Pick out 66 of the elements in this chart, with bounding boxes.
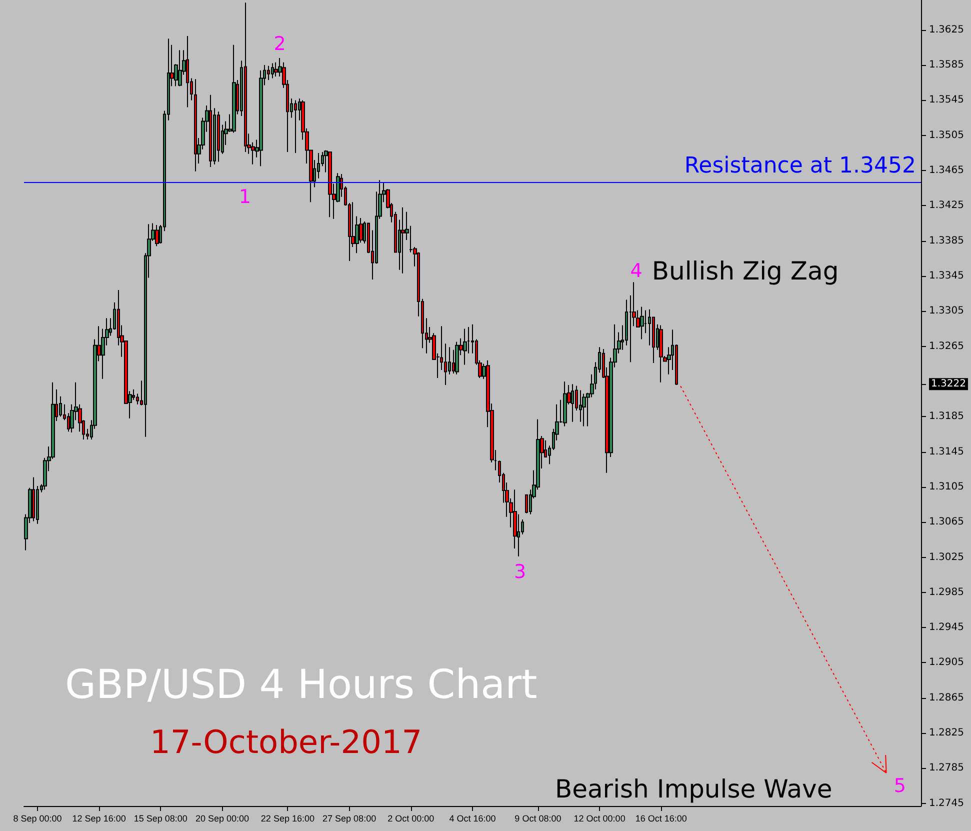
y-tick-label: 1.3105 <box>929 481 964 492</box>
candlestick <box>232 44 236 134</box>
annotation: Bullish Zig Zag <box>652 256 839 286</box>
y-tick-label: 1.2985 <box>929 586 964 598</box>
candlestick <box>217 111 220 162</box>
candlestick <box>186 36 189 108</box>
annotation: 4 <box>630 260 642 282</box>
y-tick-label: 1.3465 <box>929 165 964 176</box>
y-tick-label: 1.3545 <box>929 94 964 106</box>
y-tick-label: 1.3505 <box>929 130 964 141</box>
x-tick-label: 4 Oct 16:00 <box>449 814 496 824</box>
annotation: 2 <box>274 33 286 55</box>
ref-line-label: Resistance at 1.3452 <box>684 153 916 178</box>
y-tick-label: 1.3065 <box>929 516 964 528</box>
y-tick-label: 1.3145 <box>929 446 964 458</box>
annotation: 3 <box>514 561 526 583</box>
y-tick-label: 1.2905 <box>929 657 964 668</box>
x-tick-label: 12 Sep 16:00 <box>72 814 126 824</box>
candlestick <box>640 306 644 340</box>
candlestick <box>32 476 35 522</box>
candlestick <box>271 62 274 79</box>
x-tick-label: 15 Sep 08:00 <box>134 814 188 824</box>
y-tick-label: 1.3222 <box>931 378 966 390</box>
y-tick-label: 1.2865 <box>929 692 964 704</box>
y-tick-label: 1.2945 <box>929 622 964 634</box>
y-tick-label: 1.2745 <box>929 798 964 809</box>
x-tick-label: 12 Oct 00:00 <box>574 814 626 824</box>
candlestick <box>274 62 278 77</box>
y-tick-label: 1.2785 <box>929 762 964 774</box>
annotation: 1 <box>238 186 251 208</box>
annotation: 5 <box>894 775 906 797</box>
x-tick-label: 16 Oct 16:00 <box>635 814 687 824</box>
candlestick <box>579 390 582 422</box>
x-tick-label: 22 Sep 16:00 <box>260 814 314 824</box>
y-tick-label: 1.2825 <box>929 728 964 739</box>
y-tick-label: 1.3625 <box>929 24 964 36</box>
x-tick-label: 2 Oct 00:00 <box>388 814 434 824</box>
y-tick-label: 1.3305 <box>929 306 964 317</box>
candlestick <box>563 380 567 427</box>
candlestick <box>582 393 586 427</box>
x-tick-label: 8 Sep 00:00 <box>13 814 62 824</box>
text: GBP/USD 4 Hours Chart <box>65 662 538 708</box>
y-tick-label: 1.3025 <box>929 552 964 563</box>
candlestick <box>194 78 197 172</box>
x-tick-label: 20 Sep 00:00 <box>195 814 250 824</box>
x-tick-label: 9 Oct 08:00 <box>514 814 562 824</box>
candlestick <box>155 224 159 247</box>
y-tick-label: 1.3425 <box>929 200 964 212</box>
y-tick-label: 1.3385 <box>929 235 964 246</box>
candlestick <box>244 2 247 153</box>
candlestick <box>178 50 182 87</box>
annotation: Bearish Impulse Wave <box>554 774 832 804</box>
y-tick-label: 1.3345 <box>929 270 964 282</box>
candlestick <box>571 384 574 422</box>
candlestick <box>294 100 297 154</box>
x-tick-label: 27 Sep 08:00 <box>322 814 376 824</box>
y-tick-label: 1.3185 <box>929 411 964 422</box>
candlestick <box>455 341 459 375</box>
candlestick <box>659 324 663 383</box>
candlestick <box>401 206 405 274</box>
candlestick <box>209 94 212 168</box>
candlestick <box>328 152 332 218</box>
y-tick-label: 1.3585 <box>929 60 964 71</box>
y-tick-label: 1.3265 <box>929 340 964 352</box>
candlestick <box>463 328 467 366</box>
text: 17-October-2017 <box>150 723 422 761</box>
